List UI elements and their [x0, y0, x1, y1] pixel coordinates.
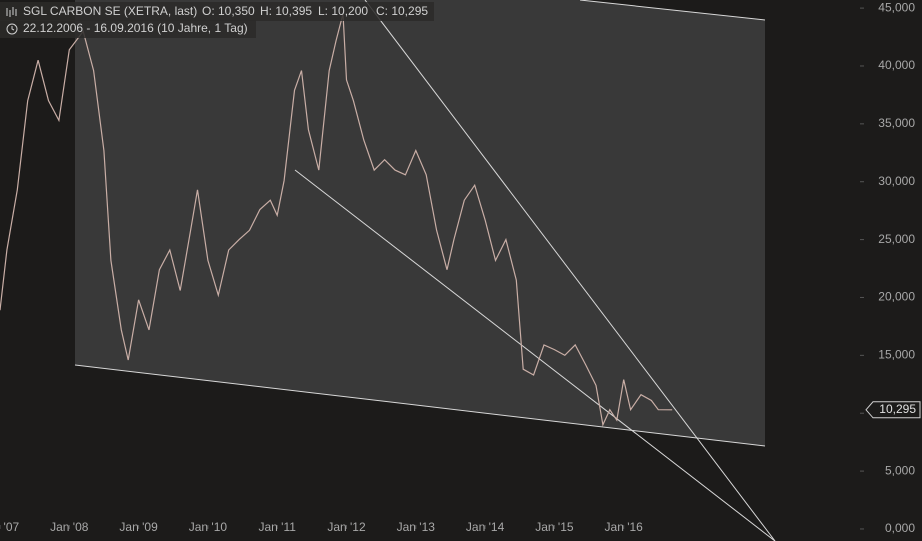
close: C: 10,295: [376, 4, 428, 18]
x-tick-label: Jan '14: [466, 520, 505, 534]
trend-line: [579, 0, 766, 21]
x-tick-label: Jan '16: [605, 520, 644, 534]
low: L: 10,200: [318, 4, 368, 18]
x-tick-label: Jan '08: [50, 520, 89, 534]
y-tick-label: 20,000: [878, 290, 915, 304]
price-line: [0, 13, 673, 427]
x-tick-label: Jan '10: [189, 520, 228, 534]
last-price-tag: [865, 401, 921, 419]
trend-line: [74, 364, 766, 447]
trend-line: [294, 169, 776, 541]
x-tick-label: Jan '12: [327, 520, 366, 534]
y-tick-label: 15,000: [878, 348, 915, 362]
channel-area: [75, 0, 765, 446]
header-box: [0, 2, 434, 21]
header-box: [0, 20, 256, 38]
y-tick-label: 35,000: [878, 116, 915, 130]
x-tick-label: Jan '07: [0, 520, 19, 534]
y-tick-label: 45,000: [878, 0, 915, 14]
x-tick-label: Jan '09: [119, 520, 158, 534]
y-tick-label: 0,000: [885, 521, 915, 535]
bars-icon: [6, 7, 17, 17]
last-price-label: 10,295: [879, 402, 916, 416]
chart-title: SGL CARBON SE (XETRA, last): [23, 4, 197, 18]
open: O: 10,350: [202, 4, 255, 18]
x-tick-label: Jan '15: [535, 520, 574, 534]
high: H: 10,395: [260, 4, 312, 18]
y-tick-label: 5,000: [885, 463, 915, 477]
trend-line: [364, 0, 776, 541]
plot: [0, 13, 673, 427]
subtitle: 22.12.2006 - 16.09.2016 (10 Jahre, 1 Tag…: [23, 21, 248, 35]
y-tick-label: 40,000: [878, 58, 915, 72]
x-tick-label: Jan '13: [397, 520, 436, 534]
clock-icon: [6, 23, 18, 35]
y-tick-label: 25,000: [878, 232, 915, 246]
x-tick-label: Jan '11: [258, 520, 296, 534]
y-tick-label: 30,000: [878, 174, 915, 188]
